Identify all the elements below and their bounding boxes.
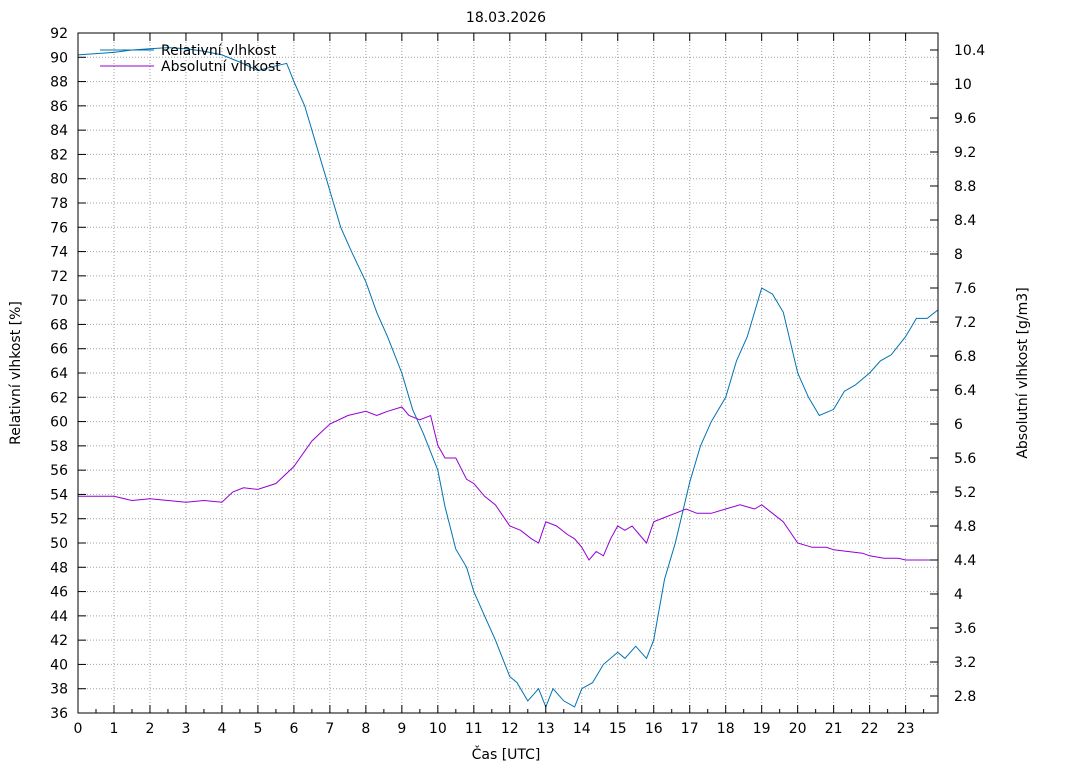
x-tick-label: 22 xyxy=(861,721,879,737)
y2-tick-label: 10 xyxy=(954,77,972,93)
y-tick-label: 40 xyxy=(50,657,68,673)
x-tick-label: 11 xyxy=(465,721,483,737)
x-tick-label: 1 xyxy=(110,721,119,737)
legend-label: Relativní vlhkost xyxy=(161,43,277,59)
x-tick-label: 12 xyxy=(501,721,519,737)
y2-tick-label: 6.4 xyxy=(954,383,976,399)
y2-tick-label: 8.4 xyxy=(954,213,976,229)
x-tick-label: 5 xyxy=(253,721,262,737)
y2-tick-label: 8.8 xyxy=(954,179,976,195)
y-tick-label: 84 xyxy=(50,123,68,139)
y-tick-label: 48 xyxy=(50,560,68,576)
y-tick-label: 58 xyxy=(50,439,68,455)
chart-title: 18.03.2026 xyxy=(466,10,546,26)
y-tick-label: 86 xyxy=(50,99,68,115)
y-tick-label: 74 xyxy=(50,245,68,261)
y-tick-label: 54 xyxy=(50,487,68,503)
y2-axis-label: Absolutní vlhkost [g/m3] xyxy=(1015,287,1031,458)
series-line-relative-humidity xyxy=(77,47,939,709)
x-tick-label: 8 xyxy=(361,721,370,737)
x-tick-label: 14 xyxy=(573,721,591,737)
y2-tick-label: 4.8 xyxy=(954,519,976,535)
y2-tick-label: 4 xyxy=(954,587,963,603)
x-tick-label: 15 xyxy=(609,721,627,737)
y2-tick-label: 9.2 xyxy=(954,145,976,161)
y-tick-label: 70 xyxy=(50,293,68,309)
series-line-absolute-humidity xyxy=(78,406,938,561)
y2-tick-label: 7.2 xyxy=(954,315,976,331)
x-tick-label: 2 xyxy=(146,721,155,737)
y-tick-label: 66 xyxy=(50,342,68,358)
y-tick-label: 44 xyxy=(50,609,68,625)
y-tick-label: 68 xyxy=(50,317,68,333)
y-tick-label: 50 xyxy=(50,536,68,552)
y2-tick-label: 7.6 xyxy=(954,281,976,297)
y-tick-label: 36 xyxy=(50,706,68,722)
legend-label: Absolutní vlhkost xyxy=(161,59,281,75)
series-layer xyxy=(77,47,939,709)
y2-tick-label: 3.2 xyxy=(954,655,976,671)
y-tick-label: 60 xyxy=(50,415,68,431)
y2-tick-label: 10.4 xyxy=(954,43,985,59)
y-tick-label: 92 xyxy=(50,26,68,42)
y-tick-label: 46 xyxy=(50,585,68,601)
y2-tick-label: 4.4 xyxy=(954,553,976,569)
x-axis-label: Čas [UTC] xyxy=(472,745,541,763)
y-tick-label: 78 xyxy=(50,196,68,212)
x-tick-label: 17 xyxy=(681,721,699,737)
y2-tick-label: 5.6 xyxy=(954,451,976,467)
y-tick-label: 52 xyxy=(50,512,68,528)
x-tick-label: 23 xyxy=(897,721,915,737)
x-tick-label: 4 xyxy=(217,721,226,737)
y2-tick-label: 3.6 xyxy=(954,621,976,637)
y-axis-label: Relativní vlhkost [%] xyxy=(8,301,24,445)
y-tick-label: 64 xyxy=(50,366,68,382)
x-tick-label: 6 xyxy=(289,721,298,737)
y-tick-label: 88 xyxy=(50,75,68,91)
x-tick-label: 18 xyxy=(717,721,735,737)
grid-layer xyxy=(77,33,938,713)
y-tick-label: 56 xyxy=(50,463,68,479)
y2-tick-label: 9.6 xyxy=(954,111,976,127)
x-tick-label: 21 xyxy=(825,721,843,737)
y2-tick-label: 6 xyxy=(954,417,963,433)
x-tick-label: 20 xyxy=(789,721,807,737)
y2-tick-label: 5.2 xyxy=(954,485,976,501)
x-tick-label: 3 xyxy=(181,721,190,737)
x-tick-label: 13 xyxy=(537,721,555,737)
y2-tick-label: 6.8 xyxy=(954,349,976,365)
x-tick-label: 19 xyxy=(753,721,771,737)
x-tick-label: 10 xyxy=(429,721,447,737)
y2-tick-label: 2.8 xyxy=(954,689,976,705)
y-tick-label: 72 xyxy=(50,269,68,285)
x-tick-label: 16 xyxy=(645,721,663,737)
y2-tick-label: 8 xyxy=(954,247,963,263)
y-tick-label: 38 xyxy=(50,682,68,698)
x-tick-label: 7 xyxy=(325,721,334,737)
tick-layer: 0 1 2 3 4 5 6 7 8 9 10 11 12 13 14 15 16 17 18 19 20 21 22 2336… xyxy=(50,26,985,737)
y-tick-label: 90 xyxy=(50,50,68,66)
y-tick-label: 82 xyxy=(50,147,68,163)
y-tick-label: 80 xyxy=(50,172,68,188)
x-tick-label: 0 xyxy=(74,721,83,737)
x-tick-label: 9 xyxy=(397,721,406,737)
y-tick-label: 76 xyxy=(50,220,68,236)
y-tick-label: 42 xyxy=(50,633,68,649)
y-tick-label: 62 xyxy=(50,390,68,406)
